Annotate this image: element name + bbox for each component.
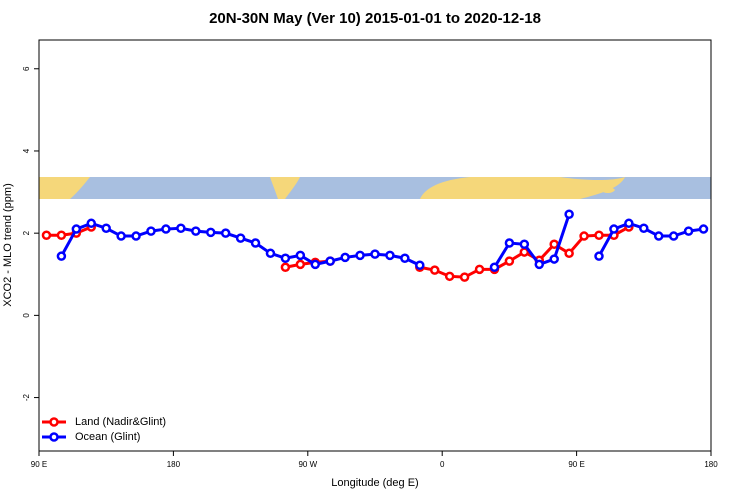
point [86,218,97,229]
point [250,238,261,248]
point [594,230,604,240]
y-axis-label: XCO2 - MLO trend (ppm) [2,183,14,306]
point [429,265,440,275]
point [653,231,664,241]
point [624,218,634,229]
point [683,226,694,236]
point [56,251,67,261]
point [474,264,485,275]
point [146,226,156,236]
point [564,248,574,259]
point [280,262,291,273]
y-tick-label: -2 [22,393,31,401]
point [400,253,410,263]
legend-label: Ocean (Glint) [75,431,140,443]
point [504,256,515,266]
x-tick-label: 90 E [31,460,47,469]
legend-marker [49,417,59,427]
point [385,250,395,261]
point [325,256,335,266]
plot-frame [38,39,712,452]
x-tick-label: 0 [440,460,445,469]
x-tick-label: 180 [167,460,181,469]
point [235,233,246,243]
x-axis-label: Longitude (deg E) [331,477,418,489]
point [191,226,201,236]
point [280,253,291,263]
point [220,228,231,238]
point [176,223,186,233]
x-tick-label: 90 W [298,460,317,469]
point [295,259,306,270]
point [101,223,111,233]
y-tick-label: 6 [22,66,31,71]
y-tick-label: 2 [22,230,31,235]
series-line [60,213,704,269]
y-tick-label: 4 [22,148,31,153]
legend-label: Land (Nadir&Glint) [75,416,166,428]
point [370,249,380,259]
point [444,271,455,282]
point [71,224,82,234]
point [534,259,545,270]
point [594,251,604,261]
point [489,262,500,273]
point [116,231,126,241]
point [609,224,619,234]
chart-title: 20N-30N May (Ver 10) 2015-01-01 to 2020-… [209,10,541,27]
point [205,227,216,238]
point [668,231,679,241]
point [639,223,649,233]
point [698,224,709,234]
point [161,224,171,234]
x-tick-label: 90 E [568,460,584,469]
legend-marker [49,432,59,442]
point [340,252,350,263]
y-tick-label: 0 [22,313,31,318]
point [459,272,470,282]
point [265,248,276,259]
point [295,250,306,261]
point [549,254,559,264]
map-band [39,177,711,199]
point [519,239,530,250]
point [415,260,425,270]
point [549,239,559,250]
point [56,230,67,240]
point [579,231,589,241]
x-tick-label: 180 [704,460,718,469]
point [355,250,365,261]
point [131,231,141,241]
point [41,230,52,240]
point [504,238,515,248]
point [564,209,574,220]
point [310,259,321,270]
